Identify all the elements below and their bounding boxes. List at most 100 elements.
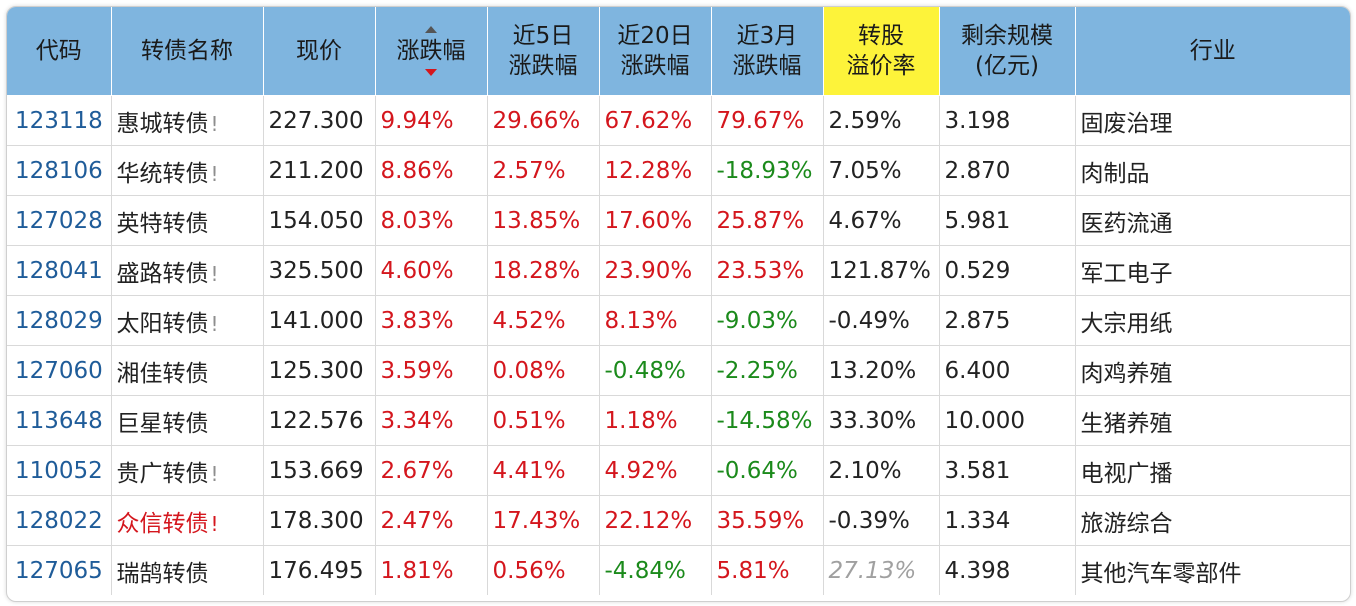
change: 8.03% <box>375 195 488 246</box>
change-3m: -14.58% <box>711 395 824 446</box>
header-industry[interactable]: 行业 <box>1075 7 1350 96</box>
table-row[interactable]: 127060 湘佳转债 125.300 3.59% 0.08% -0.48% -2.25% 1… <box>7 345 1350 396</box>
change-3m: 25.87% <box>711 195 824 246</box>
remaining-scale: 2.870 <box>939 145 1076 196</box>
table-row[interactable]: 128029 太阳转债! 141.000 3.83% 4.52% 8.13% -9.03% -… <box>7 295 1350 346</box>
header-code[interactable]: 代码 <box>7 7 112 96</box>
bond-code[interactable]: 127028 <box>7 195 112 246</box>
price: 211.200 <box>263 145 376 196</box>
bond-name[interactable]: 太阳转债! <box>111 295 264 346</box>
table-row[interactable]: 123118 惠城转债! 227.300 9.94% 29.66% 67.62% 79.67… <box>7 95 1350 146</box>
change-5d: 17.43% <box>487 495 600 546</box>
table-row[interactable]: 113648 巨星转债 122.576 3.34% 0.51% 1.18% -14.58% 3… <box>7 395 1350 446</box>
change-5d: 0.51% <box>487 395 600 446</box>
bond-name-text: 巨星转债 <box>116 410 209 437</box>
bond-code[interactable]: 123118 <box>7 95 112 146</box>
change-3m: 5.81% <box>711 545 824 595</box>
price: 227.300 <box>263 95 376 146</box>
change-20d: 22.12% <box>599 495 712 546</box>
bond-name[interactable]: 众信转债! <box>111 495 264 546</box>
change-3m: 35.59% <box>711 495 824 546</box>
bond-code[interactable]: 128022 <box>7 495 112 546</box>
change-20d: 8.13% <box>599 295 712 346</box>
table-row[interactable]: 127028 英特转债 154.050 8.03% 13.85% 17.60% 25.87%… <box>7 195 1350 246</box>
sort-down-icon <box>425 69 437 76</box>
change-3m: 79.67% <box>711 95 824 146</box>
remaining-scale: 10.000 <box>939 395 1076 446</box>
header-change[interactable]: 涨跌幅 <box>375 7 488 96</box>
bond-name-text: 众信转债 <box>116 510 209 537</box>
bond-code[interactable]: 128041 <box>7 245 112 296</box>
bond-name-text: 华统转债 <box>116 160 209 187</box>
sort-up-icon <box>425 26 437 33</box>
change-20d: 4.92% <box>599 445 712 496</box>
bond-name[interactable]: 英特转债 <box>111 195 264 246</box>
header-premium[interactable]: 转股 溢价率 <box>823 7 940 96</box>
bond-code[interactable]: 127065 <box>7 545 112 595</box>
industry: 其他汽车零部件 <box>1080 560 1242 587</box>
change-20d: 12.28% <box>599 145 712 196</box>
warning-mark-icon: ! <box>210 161 219 186</box>
table-row[interactable]: 128022 众信转债! 178.300 2.47% 17.43% 22.12% 35.59… <box>7 495 1350 546</box>
change-20d: 1.18% <box>599 395 712 446</box>
header-change-5d[interactable]: 近5日 涨跌幅 <box>487 7 600 96</box>
table-row[interactable]: 128041 盛路转债! 325.500 4.60% 18.28% 23.90% 23.53… <box>7 245 1350 296</box>
premium-rate: 4.67% <box>823 195 940 246</box>
table-row[interactable]: 127065 瑞鹄转债 176.495 1.81% 0.56% -4.84% 5.81% 27… <box>7 545 1350 595</box>
change-20d: 17.60% <box>599 195 712 246</box>
bond-code[interactable]: 113648 <box>7 395 112 446</box>
price: 325.500 <box>263 245 376 296</box>
header-name[interactable]: 转债名称 <box>111 7 264 96</box>
convertible-bond-table: 代码 转债名称 现价 涨跌幅 近5日 涨跌幅 近20日 涨跌幅 近3月 涨跌幅 转股溢… <box>7 7 1350 595</box>
change-20d: -0.48% <box>599 345 712 396</box>
table-row[interactable]: 110052 贵广转债! 153.669 2.67% 4.41% 4.92% -0.64% 2… <box>7 445 1350 496</box>
change: 1.81% <box>375 545 488 595</box>
warning-mark-icon: ! <box>210 511 219 536</box>
bond-name-text: 太阳转债 <box>116 310 209 337</box>
bond-name[interactable]: 湘佳转债 <box>111 345 264 396</box>
premium-rate: 2.59% <box>823 95 940 146</box>
bond-name[interactable]: 惠城转债! <box>111 95 264 146</box>
table-body: 123118 惠城转债! 227.300 9.94% 29.66% 67.62% 79.67… <box>7 95 1350 595</box>
change: 2.47% <box>375 495 488 546</box>
change-5d: 18.28% <box>487 245 600 296</box>
bond-name-text: 湘佳转债 <box>116 360 209 387</box>
change: 3.59% <box>375 345 488 396</box>
remaining-scale: 6.400 <box>939 345 1076 396</box>
remaining-scale: 1.334 <box>939 495 1076 546</box>
premium-rate: 7.05% <box>823 145 940 196</box>
bond-name[interactable]: 贵广转债! <box>111 445 264 496</box>
bond-name[interactable]: 瑞鹄转债 <box>111 545 264 595</box>
bond-code[interactable]: 128029 <box>7 295 112 346</box>
header-change-3m[interactable]: 近3月 涨跌幅 <box>711 7 824 96</box>
bond-name[interactable]: 华统转债! <box>111 145 264 196</box>
industry: 肉制品 <box>1075 145 1350 196</box>
header-price[interactable]: 现价 <box>263 7 376 96</box>
premium-rate: 2.10% <box>823 445 940 496</box>
bond-code[interactable]: 127060 <box>7 345 112 396</box>
premium-rate: 27.13% <box>823 545 940 595</box>
change-5d: 4.41% <box>487 445 600 496</box>
change-5d: 0.56% <box>487 545 600 595</box>
bond-name[interactable]: 盛路转债! <box>111 245 264 296</box>
bond-name[interactable]: 巨星转债 <box>111 395 264 446</box>
remaining-scale: 3.198 <box>939 95 1076 146</box>
header-change-20d[interactable]: 近20日 涨跌幅 <box>599 7 712 96</box>
change-5d: 13.85% <box>487 195 600 246</box>
header-scale[interactable]: 剩余规模 (亿元) <box>939 7 1076 96</box>
change: 4.60% <box>375 245 488 296</box>
bond-name-text: 盛路转债 <box>116 260 209 287</box>
bond-code[interactable]: 110052 <box>7 445 112 496</box>
table-row[interactable]: 128106 华统转债! 211.200 8.86% 2.57% 12.28% -18.93… <box>7 145 1350 196</box>
premium-rate: -0.49% <box>823 295 940 346</box>
price: 154.050 <box>263 195 376 246</box>
premium-rate: -0.39% <box>823 495 940 546</box>
bond-code[interactable]: 128106 <box>7 145 112 196</box>
change: 8.86% <box>375 145 488 196</box>
bond-name-text: 贵广转债 <box>116 460 209 487</box>
warning-mark-icon: ! <box>210 261 219 286</box>
price: 178.300 <box>263 495 376 546</box>
change-3m: 23.53% <box>711 245 824 296</box>
bond-name-text: 瑞鹄转债 <box>116 560 209 587</box>
change-5d: 4.52% <box>487 295 600 346</box>
